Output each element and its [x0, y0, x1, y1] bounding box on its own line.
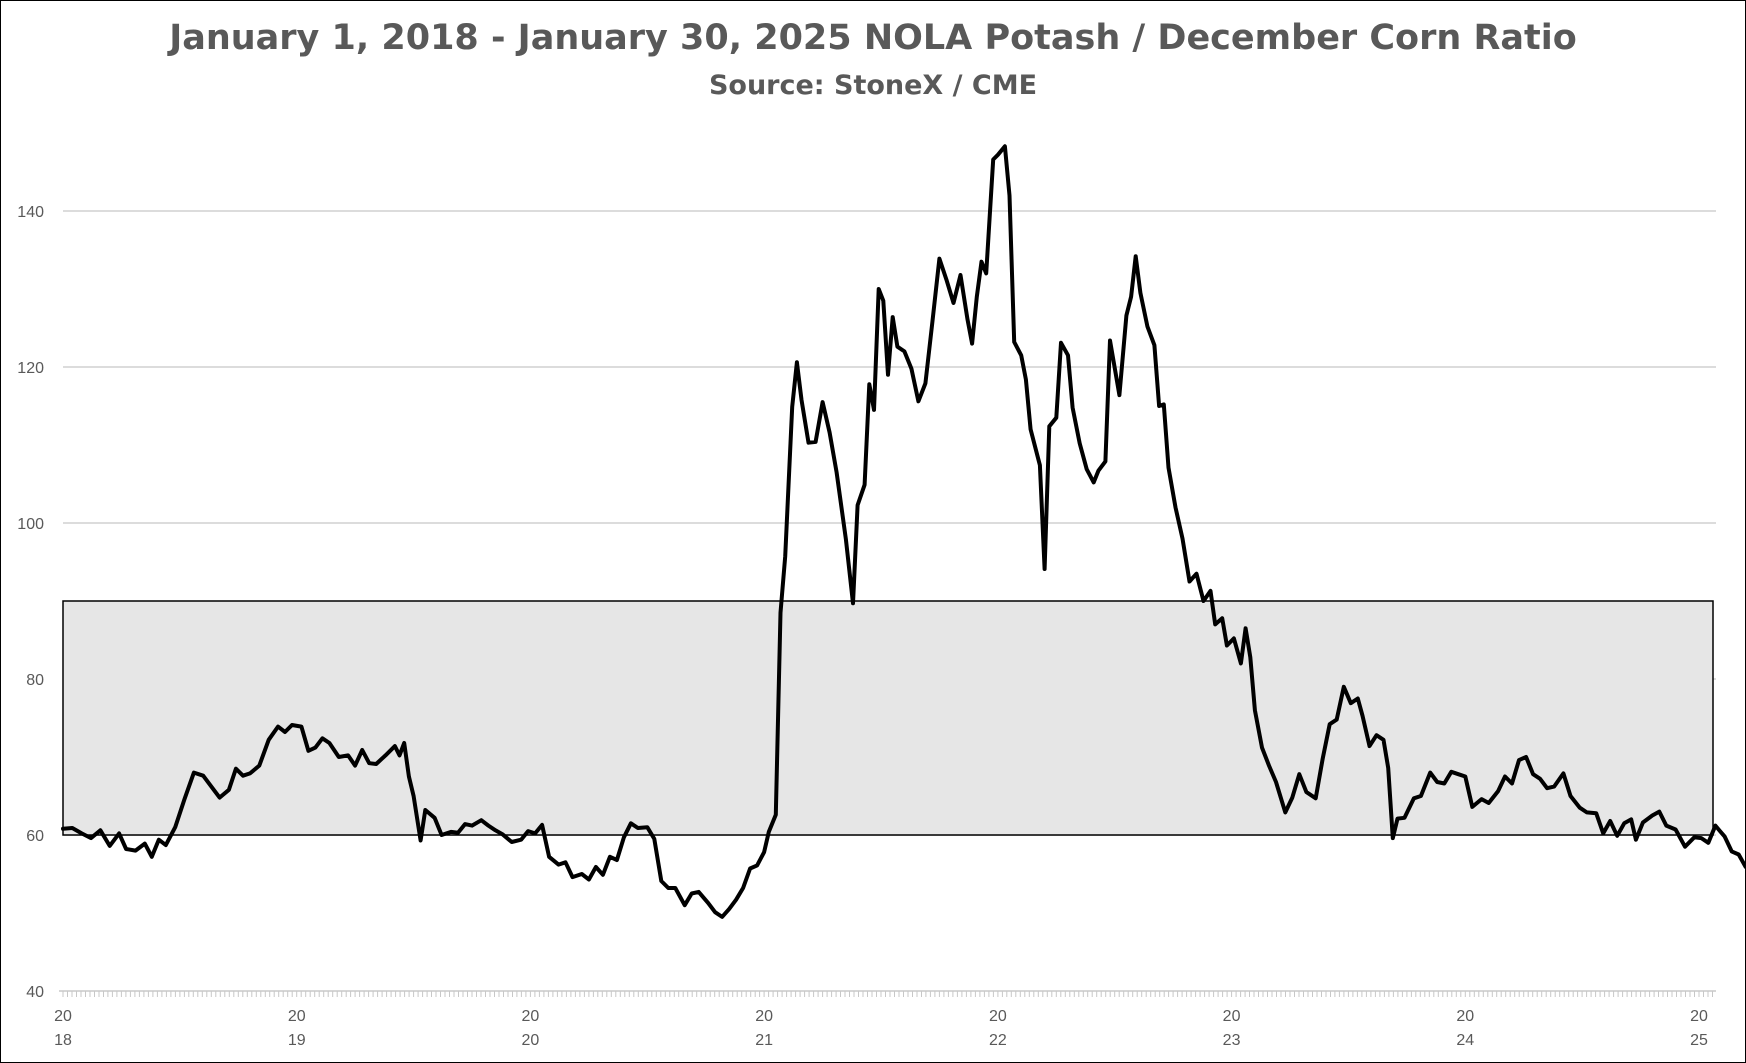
x-tick-label: 20: [522, 1008, 540, 1025]
x-tick-label: 20: [1690, 1008, 1708, 1025]
x-tick-label: 20: [989, 1008, 1007, 1025]
y-tick-label: 140: [17, 204, 44, 221]
x-tick-label: 20: [1223, 1008, 1241, 1025]
x-tick-label: 23: [1223, 1032, 1241, 1049]
x-tick-label: 22: [989, 1032, 1007, 1049]
chart-subtitle: Source: StoneX / CME: [708, 70, 1038, 101]
x-tick-label: 19: [288, 1032, 306, 1049]
x-axis-ticks: 20 18 20 19 20 20 20 21 20 22 20 23 20 24 20 25: [54, 1008, 1708, 1049]
y-tick-label: 100: [17, 516, 44, 533]
x-tick-label: 18: [54, 1032, 72, 1049]
x-tick-label: 21: [755, 1032, 773, 1049]
x-tick-label: 24: [1456, 1032, 1474, 1049]
x-axis-minor-ticks: [62, 991, 1713, 997]
x-tick-label: 20: [1456, 1008, 1474, 1025]
x-tick-label: 25: [1690, 1032, 1708, 1049]
y-tick-label: 120: [17, 360, 44, 377]
x-tick-label: 20: [54, 1008, 72, 1025]
series-group: [61, 144, 1746, 919]
x-tick-label: 20: [288, 1008, 306, 1025]
series-line-0: [61, 144, 1746, 919]
x-tick-label: 20: [522, 1032, 540, 1049]
y-axis-ticks: 40 60 80 100 120 140: [17, 204, 44, 1001]
x-tick-label: 20: [755, 1008, 773, 1025]
chart-title: January 1, 2018 - January 30, 2025 NOLA …: [169, 18, 1577, 58]
x-axis: [59, 990, 1716, 997]
y-tick-label: 60: [26, 828, 44, 845]
y-tick-label: 80: [26, 672, 44, 689]
y-tick-label: 40: [26, 984, 44, 1001]
reference-band: [62, 600, 1714, 836]
